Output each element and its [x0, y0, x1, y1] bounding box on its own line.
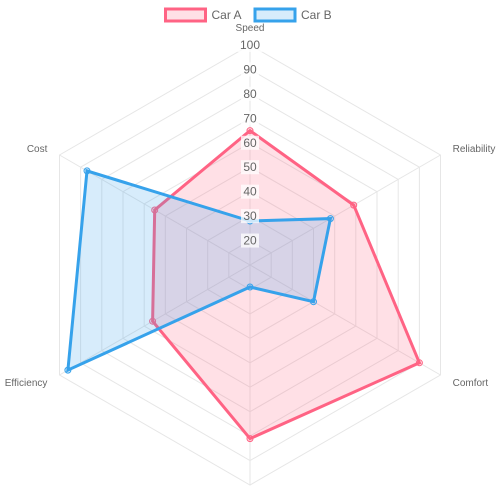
series-1-point-efficiency[interactable]	[64, 366, 72, 374]
axis-label-cost: Cost	[27, 144, 48, 155]
tick-label-backdrop	[241, 233, 259, 248]
tick-label-backdrop	[241, 209, 259, 224]
spoke-line	[249, 264, 441, 376]
tick-label-backdrop	[241, 62, 259, 77]
legend: Car A Car B	[164, 7, 332, 23]
series-0-point-speed[interactable]	[246, 127, 254, 135]
tick-label-backdrop	[241, 86, 259, 101]
tick-label: 60	[243, 136, 257, 150]
legend-item-1[interactable]: Car B	[253, 7, 332, 23]
legend-label: Car B	[301, 8, 332, 22]
tick-label: 30	[243, 209, 257, 223]
tick-label: 90	[243, 62, 257, 76]
tick-label-backdrop	[241, 111, 259, 126]
legend-label: Car A	[212, 8, 242, 22]
axis-label-comfort: Comfort	[453, 378, 489, 389]
series-1-point-cost[interactable]	[83, 167, 91, 175]
tick-label: 20	[243, 234, 257, 248]
legend-swatch	[253, 7, 297, 23]
series-1-point-comfort[interactable]	[310, 298, 317, 306]
tick-label: 70	[243, 111, 257, 125]
series-0-point-safety[interactable]	[246, 435, 254, 443]
series-0-point-reliability[interactable]	[350, 201, 358, 209]
series-1-area	[66, 168, 333, 373]
tick-label: 100	[240, 38, 260, 52]
spoke-line	[59, 264, 251, 376]
spoke-line	[249, 154, 441, 266]
axis-labels: SpeedReliabilityComfortSafetyEfficiencyC…	[5, 23, 496, 389]
legend-item-0[interactable]: Car A	[164, 7, 242, 23]
legend-swatch	[164, 7, 207, 23]
series-0-point-comfort[interactable]	[415, 359, 423, 367]
tick-label-backdrop	[237, 38, 263, 52]
tick-label: 40	[243, 185, 257, 199]
tick-labels: 20 30 40 50 60 70 80 90 100	[237, 38, 263, 248]
axis-label-reliability: Reliability	[453, 144, 496, 155]
axis-label-efficiency: Efficiency	[5, 378, 48, 389]
tick-label-backdrop	[241, 135, 259, 150]
series-0-point-efficiency[interactable]	[149, 317, 157, 325]
series-0-point-cost[interactable]	[151, 206, 159, 214]
tick-label: 50	[243, 160, 257, 174]
tick-label-backdrop	[241, 184, 259, 199]
axis-label-speed: Speed	[236, 23, 265, 34]
tick-label: 80	[243, 87, 257, 101]
tick-label-backdrop	[241, 160, 259, 175]
series-1-point-reliability[interactable]	[326, 215, 334, 223]
series-1-point-safety[interactable]	[246, 283, 254, 291]
series-layer	[64, 127, 423, 443]
